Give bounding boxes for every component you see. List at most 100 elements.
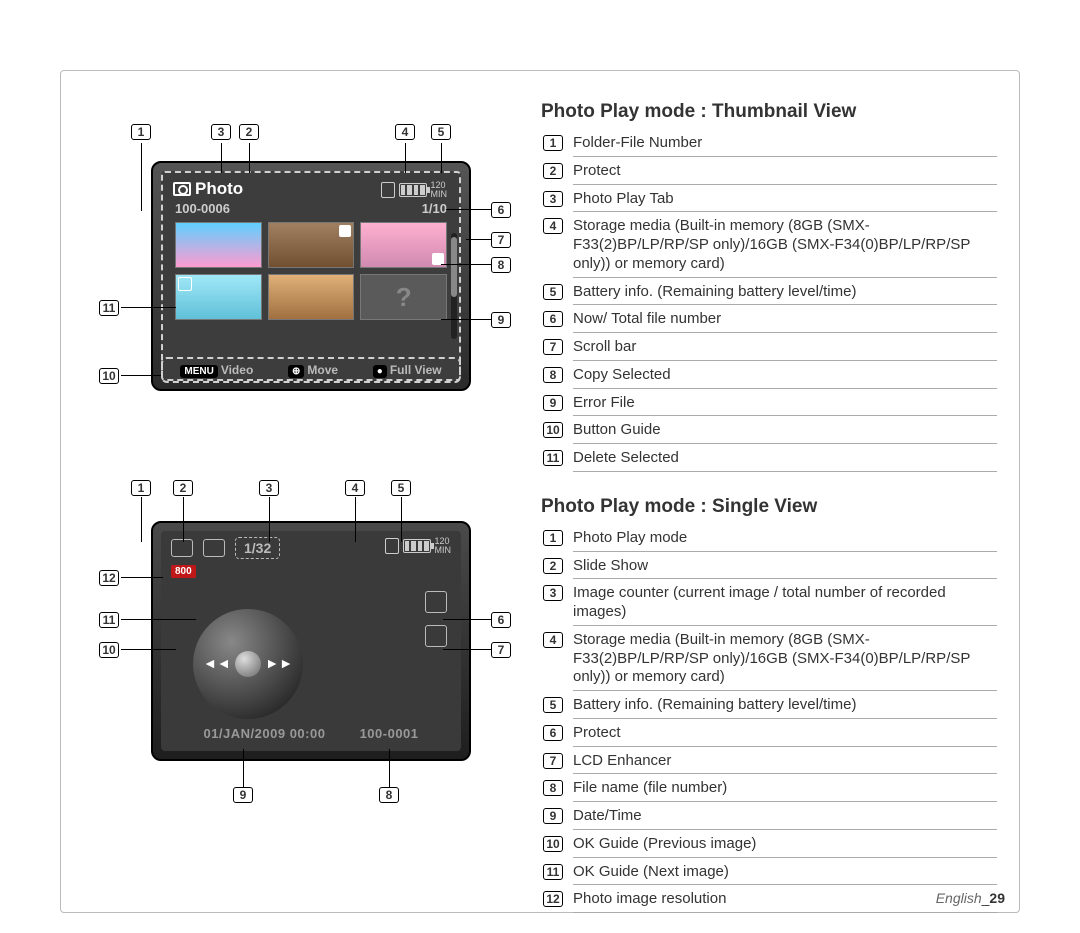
photo-icon	[173, 182, 191, 196]
legend-num: 1	[543, 135, 563, 151]
delete-selected-icon	[178, 277, 192, 291]
legend-item: Protect	[573, 721, 997, 747]
callout-8: 8	[491, 256, 511, 274]
callout-4: 4	[395, 123, 415, 141]
legend-num: 6	[543, 311, 563, 327]
ok-button[interactable]	[235, 651, 261, 677]
photo-play-tab[interactable]: Photo	[173, 179, 243, 199]
battery-icon	[399, 183, 427, 197]
thumbnail-item[interactable]	[175, 222, 262, 268]
thumbnail-item[interactable]	[268, 274, 355, 320]
legend-num: 7	[543, 753, 563, 769]
footer-lang: English	[936, 890, 982, 906]
slideshow-icon	[203, 539, 225, 557]
footer-page-num: 29	[989, 890, 1005, 906]
legend-num: 5	[543, 284, 563, 300]
legend-item: OK Guide (Previous image)	[573, 832, 997, 858]
legend-num: 8	[543, 780, 563, 796]
callout-5: 5	[431, 123, 451, 141]
callout-s2: 2	[173, 479, 193, 497]
protect-icon	[425, 625, 447, 647]
scroll-bar[interactable]	[451, 233, 457, 339]
callout-2: 2	[239, 123, 259, 141]
callout-s6: 6	[491, 611, 511, 629]
legend-num: 10	[543, 836, 563, 852]
device-thumbnail-view: Photo 120MIN 100-0006 1/10	[151, 161, 471, 391]
lcd-enhancer-icon	[425, 591, 447, 613]
legend-item: Slide Show	[573, 554, 997, 580]
thumbnail-grid: ?	[163, 220, 459, 322]
legend-column: Photo Play mode : Thumbnail View 1 Folder…	[521, 71, 1019, 912]
legend-item: Protect	[573, 159, 997, 185]
folder-file-number: 100-0006	[175, 201, 230, 216]
legend-num: 2	[543, 163, 563, 179]
section2-title: Photo Play mode : Single View	[541, 496, 999, 518]
legend-item: Folder-File Number	[573, 131, 997, 157]
legend-item: Storage media (Built-in memory (8GB (SMX…	[573, 628, 997, 691]
legend-item: Date/Time	[573, 804, 997, 830]
callout-s10: 10	[99, 641, 119, 659]
callout-10: 10	[99, 367, 119, 385]
callout-s12: 12	[99, 569, 119, 587]
legend-num: 5	[543, 697, 563, 713]
legend-num: 7	[543, 339, 563, 355]
tab-label: Photo	[195, 179, 243, 199]
guide-menu: MENUVideo	[180, 363, 253, 377]
guide-fullview: ●Full View	[373, 363, 442, 377]
legend-item: Error File	[573, 391, 997, 417]
legend-num: 9	[543, 808, 563, 824]
protect-icon	[339, 225, 351, 237]
legend-num: 6	[543, 725, 563, 741]
guide-move: ⊕Move	[288, 363, 338, 377]
date-time: 01/JAN/2009 00:00	[203, 726, 325, 741]
legend-item: Now/ Total file number	[573, 307, 997, 333]
screen-area: 1/32 120MIN 800 ◄◄ ►► 01/	[161, 531, 461, 751]
storage-media-icon	[381, 182, 395, 198]
device-single-view: 1/32 120MIN 800 ◄◄ ►► 01/	[151, 521, 471, 761]
page-footer: English_29	[936, 890, 1005, 906]
legend-num: 4	[543, 218, 563, 234]
thumbnail-item[interactable]	[360, 222, 447, 268]
file-name: 100-0001	[360, 726, 419, 741]
legend-item: Battery info. (Remaining battery level/t…	[573, 693, 997, 719]
legend-item: Copy Selected	[573, 363, 997, 389]
thumbnail-error[interactable]: ?	[360, 274, 447, 320]
callout-s4: 4	[345, 479, 365, 497]
callout-s8: 8	[379, 786, 399, 804]
manual-page: Photo Play mode : Thumbnail View 1 Folder…	[60, 70, 1020, 913]
callout-3: 3	[211, 123, 231, 141]
thumbnail-item[interactable]	[175, 274, 262, 320]
legend-item: Photo Play Tab	[573, 187, 997, 213]
legend-item: Photo image resolution	[573, 887, 997, 913]
legend-num: 2	[543, 558, 563, 574]
legend-item: Delete Selected	[573, 446, 997, 472]
battery-icon	[403, 539, 431, 553]
callout-s5: 5	[391, 479, 411, 497]
legend-thumbnail: 1 Folder-File Number 2 Protect 3 Photo Play…	[541, 129, 999, 474]
section1-title: Photo Play mode : Thumbnail View	[541, 101, 999, 123]
legend-single: 1Photo Play mode 2Slide Show 3Image coun…	[541, 524, 999, 915]
image-counter: 1/32	[235, 537, 280, 559]
error-file-icon: ?	[396, 282, 412, 313]
illustration-column: Photo 120MIN 100-0006 1/10	[61, 71, 521, 912]
callout-s7: 7	[491, 641, 511, 659]
legend-num: 10	[543, 422, 563, 438]
callout-s11: 11	[99, 611, 119, 629]
ok-guide-prev-icon[interactable]: ◄◄	[203, 655, 231, 671]
legend-num: 11	[543, 450, 563, 466]
legend-item: Photo Play mode	[573, 526, 997, 552]
legend-item: Button Guide	[573, 418, 997, 444]
battery-time: 120MIN	[435, 537, 452, 555]
legend-num: 3	[543, 191, 563, 207]
callout-s3: 3	[259, 479, 279, 497]
storage-media-icon	[385, 538, 399, 554]
legend-num: 11	[543, 864, 563, 880]
now-total-number: 1/10	[422, 201, 447, 216]
ok-guide-joystick[interactable]: ◄◄ ►►	[193, 609, 303, 719]
legend-item: Scroll bar	[573, 335, 997, 361]
legend-item: Battery info. (Remaining battery level/t…	[573, 280, 997, 306]
thumbnail-item[interactable]	[268, 222, 355, 268]
ok-guide-next-icon[interactable]: ►►	[265, 655, 293, 671]
resolution-badge: 800	[171, 565, 196, 578]
button-guide: MENUVideo ⊕Move ●Full View	[161, 357, 461, 383]
